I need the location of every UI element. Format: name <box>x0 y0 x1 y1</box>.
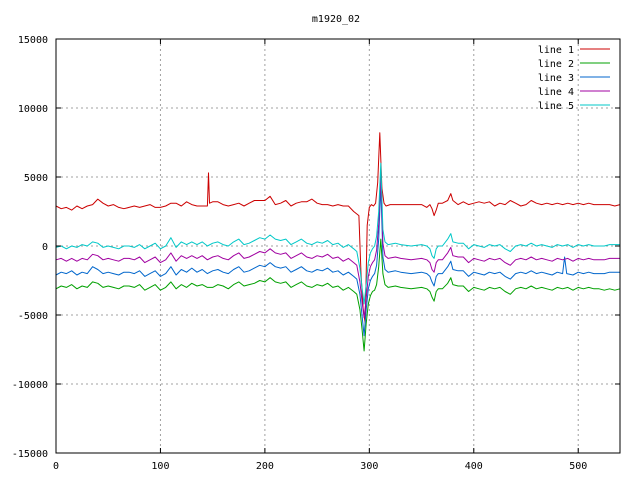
legend-label: line 3 <box>538 73 574 84</box>
x-tick-label: 0 <box>53 461 59 472</box>
series-line-5 <box>55 162 620 305</box>
legend-label: line 2 <box>538 59 574 70</box>
legend-label: line 4 <box>538 87 574 98</box>
x-tick-label: 400 <box>465 461 483 472</box>
series-lines <box>55 132 621 352</box>
y-tick-label: -15000 <box>12 449 48 460</box>
legend-label: line 5 <box>538 101 574 112</box>
x-tick-label: 100 <box>151 461 169 472</box>
series-line-1 <box>55 132 621 324</box>
chart-title: m1920_02 <box>312 14 360 25</box>
legend-label: line 1 <box>538 45 574 56</box>
y-tick-label: -10000 <box>12 380 48 391</box>
axis-ticks: -15000 -10000 -5000 0 5000 10000 15000 0 100 200 3… <box>12 35 620 472</box>
x-tick-label: 500 <box>569 461 587 472</box>
y-tick-label: -5000 <box>18 311 48 322</box>
series-line-4 <box>55 173 620 319</box>
series-line-3 <box>55 184 620 337</box>
y-tick-label: 0 <box>42 242 48 253</box>
y-tick-label: 5000 <box>24 173 48 184</box>
x-tick-label: 300 <box>360 461 378 472</box>
series-line-2 <box>55 238 621 352</box>
legend: line 1 line 2 line 3 line 4 line 5 <box>538 45 610 112</box>
y-tick-label: 10000 <box>18 104 48 115</box>
x-tick-label: 200 <box>256 461 274 472</box>
y-tick-label: 15000 <box>18 35 48 46</box>
